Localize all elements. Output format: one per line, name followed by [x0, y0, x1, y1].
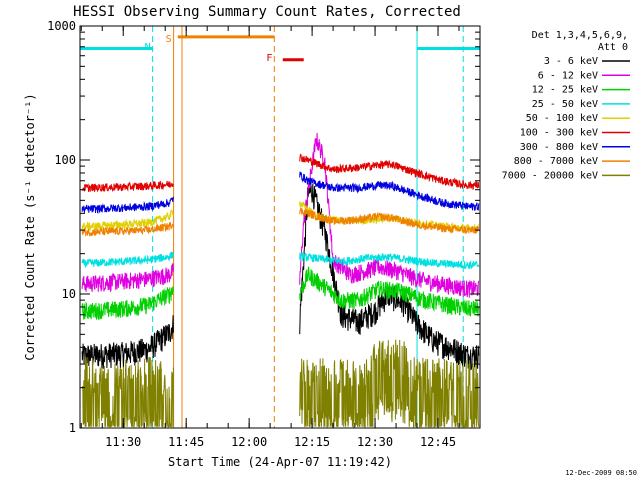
y-axis: 1 10 100 1000 — [47, 19, 480, 435]
legend-label-6: 300 - 800 keV — [520, 142, 598, 153]
y-tick-label-3: 1000 — [47, 19, 76, 33]
series-line-2 — [81, 266, 480, 320]
annotation-letter-n: N — [145, 42, 151, 53]
y-tick-label-2: 100 — [54, 153, 76, 167]
y-axis-label: Corrected Count Rate (s⁻¹ detector⁻¹) — [23, 93, 37, 360]
legend-label-7: 800 - 7000 keV — [514, 156, 598, 167]
series-line-1 — [81, 132, 480, 298]
x-tick-label-1: 11:45 — [168, 435, 204, 449]
series-line-6 — [81, 171, 480, 214]
y-tick-label-0: 1 — [69, 421, 76, 435]
x-tick-label-3: 12:15 — [294, 435, 330, 449]
x-axis: 11:30 11:45 12:00 12:15 12:30 12:45 — [80, 26, 481, 449]
plot-frame — [79, 25, 481, 429]
series-line-7 — [81, 207, 480, 237]
x-tick-label-4: 12:30 — [357, 435, 393, 449]
legend-header-line-2: Att 0 — [598, 42, 628, 53]
x-axis-label: Start Time (24-Apr-07 11:19:42) — [168, 455, 392, 469]
timestamp-stamp: 12-Dec-2009 08:50 — [565, 469, 637, 477]
series-line-3 — [81, 251, 480, 270]
legend-label-4: 50 - 100 keV — [526, 113, 598, 124]
legend-label-0: 3 - 6 keV — [544, 56, 598, 67]
series-line-5 — [81, 153, 480, 193]
x-tick-label-5: 12:45 — [420, 435, 456, 449]
chart-title: HESSI Observing Summary Count Rates, Cor… — [73, 4, 461, 20]
plot-series-group — [81, 132, 480, 428]
x-tick-label-0: 11:30 — [105, 435, 141, 449]
y-tick-label-1: 10 — [62, 287, 76, 301]
legend-label-8: 7000 - 20000 keV — [502, 170, 598, 181]
legend: Det 1,3,4,5,6,9,Att 03 - 6 keV 6 - 12 keV… — [502, 30, 630, 181]
legend-label-2: 12 - 25 keV — [532, 85, 598, 96]
annotation-letter-s: S — [166, 34, 172, 45]
legend-header-line-1: Det 1,3,4,5,6,9, — [532, 30, 628, 41]
legend-label-3: 25 - 50 keV — [532, 99, 598, 110]
legend-label-1: 6 - 12 keV — [538, 70, 598, 81]
annotation-letter-f: F — [266, 53, 272, 64]
x-tick-label-2: 12:00 — [231, 435, 267, 449]
series-line-8 — [81, 339, 480, 428]
legend-label-5: 100 - 300 keV — [520, 128, 598, 139]
